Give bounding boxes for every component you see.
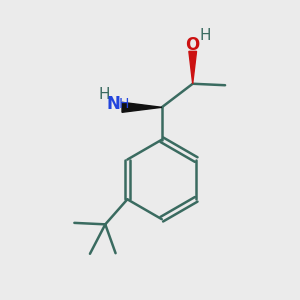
Text: N: N (107, 95, 121, 113)
Text: H: H (98, 87, 110, 102)
Text: O: O (186, 36, 200, 54)
Polygon shape (122, 102, 162, 112)
Text: H: H (199, 28, 211, 43)
Polygon shape (189, 51, 196, 84)
Text: H: H (118, 97, 129, 111)
